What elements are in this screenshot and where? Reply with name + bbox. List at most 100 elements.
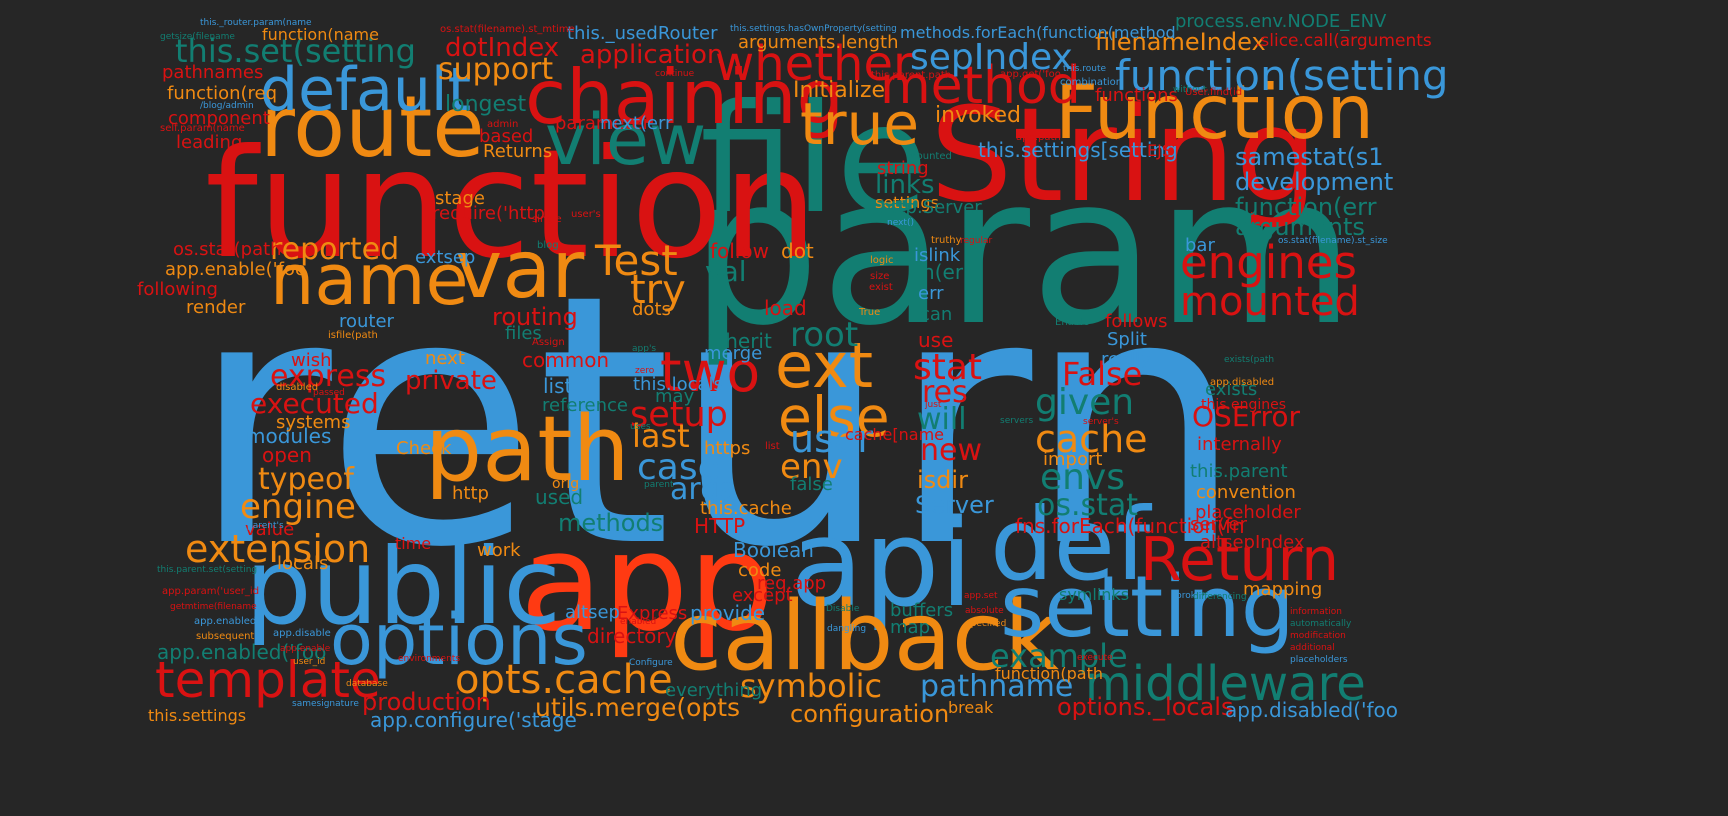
cloud-word: application [580,40,724,70]
cloud-word: extsep [415,247,476,268]
cloud-word: app.enable [280,644,331,654]
cloud-word: mapping [1243,579,1323,600]
cloud-word: use [918,328,954,352]
cloud-word: True [859,307,881,318]
cloud-word: private [405,366,497,396]
cloud-word: based [479,126,534,147]
cloud-word: specified [966,619,1007,629]
cloud-word: express [270,359,387,394]
cloud-word: stat [913,347,983,388]
cloud-word: function(path [995,664,1103,683]
cloud-word: route [260,78,485,177]
cloud-word: absolute [965,606,1004,616]
cloud-word: opts.cache [455,657,673,703]
cloud-word: last [632,417,690,455]
cloud-word: setting [1000,558,1295,657]
cloud-word: blog [537,240,559,251]
cloud-word: HTTP [694,514,746,538]
cloud-word: leading [176,132,243,153]
cloud-word: Disable [826,604,860,614]
cloud-word: def [990,486,1151,603]
cloud-word: open [262,443,312,467]
cloud-word: return [190,222,1245,623]
cloud-word: Function [1055,68,1375,156]
cloud-word: app.enabled [194,616,257,627]
cloud-word: EJS [1147,141,1172,160]
cloud-word: api [790,495,974,634]
cloud-word: directory [587,624,677,648]
cloud-word: Server [915,491,994,519]
cloud-word: typeof [258,462,354,497]
cloud-word: os.stat(path [173,239,282,260]
cloud-word: app's [632,344,657,354]
cloud-word: reported [270,232,400,267]
cloud-word: this.locals [633,374,723,395]
cloud-word: given [1035,382,1135,423]
cloud-word: pathnames [162,62,264,83]
cloud-word: next(err [600,113,673,134]
cloud-word: reference [542,395,628,416]
cloud-word: following [137,279,218,300]
cloud-word: break [948,698,994,717]
cloud-word: truthy [931,235,962,246]
cloud-word: development [1235,168,1394,196]
cloud-word: admin [487,119,519,130]
cloud-word: String [930,79,1318,231]
cloud-word: app.set [964,591,998,601]
cloud-word: .slice.call(arguments [1255,31,1432,51]
cloud-word: dots [632,299,671,320]
cloud-word: size [870,271,890,282]
cloud-word: support [438,52,554,87]
cloud-word: os.stat(filename).st_mtime [440,24,575,35]
cloud-word: production [362,688,491,716]
cloud-word: this.cache [700,498,792,519]
cloud-word: this.set(setting [175,32,416,70]
cloud-word: view [545,99,707,181]
cloud-word: method [880,56,1081,116]
cloud-word: longest [445,92,527,117]
cloud-word: getmtime(filename [170,602,257,612]
cloud-word: altsep [565,602,620,623]
cloud-word: database [346,679,388,689]
cloud-word: load [764,296,807,320]
cloud-word: render [186,297,246,318]
cloud-word: altsepIndex [1200,532,1305,553]
cloud-word: single [532,214,562,225]
cloud-word: value [245,519,295,540]
cloud-word: Assign [532,337,565,348]
cloud-word: really [1101,349,1151,370]
cloud-word: require('http [432,203,545,224]
cloud-word: Configure [629,658,673,668]
cloud-word: setup [630,395,728,435]
cloud-word: fn(err [915,260,971,284]
cloud-word: template [155,651,381,709]
cloud-word: this.parent.path [871,70,952,81]
cloud-word: example [990,637,1128,675]
cloud-word: without [1173,85,1207,95]
cloud-word: Express [617,603,688,624]
cloud-word: app.disabled('foo [1225,698,1398,722]
cloud-word: pathname [920,669,1074,704]
cloud-word: differencing [1193,592,1247,602]
cloud-word: dotIndex [445,33,560,63]
cloud-word: parent's [247,521,284,531]
cloud-word: enabled [620,617,657,627]
cloud-word: http.Server [880,197,982,218]
cloud-word: whether [715,36,913,92]
cloud-word: exists(path [1224,355,1275,365]
cloud-word: default [260,55,472,125]
cloud-word: symbolic [740,667,883,705]
cloud-word: user [790,417,873,461]
cloud-word: router [339,311,394,332]
cloud-word: app.disabled [1210,377,1275,388]
cloud-word: mounted [1180,279,1360,325]
cloud-word: regular [960,236,993,246]
cloud-word: extension [185,527,371,571]
cloud-word: this.route [1063,64,1107,74]
cloud-word: isdir [917,466,968,494]
cloud-word: parameter [555,113,651,134]
cloud-word: import [1043,449,1103,470]
cloud-word: Return [1140,525,1340,595]
cloud-word: can [920,304,953,325]
cloud-word: broken [1176,591,1207,601]
